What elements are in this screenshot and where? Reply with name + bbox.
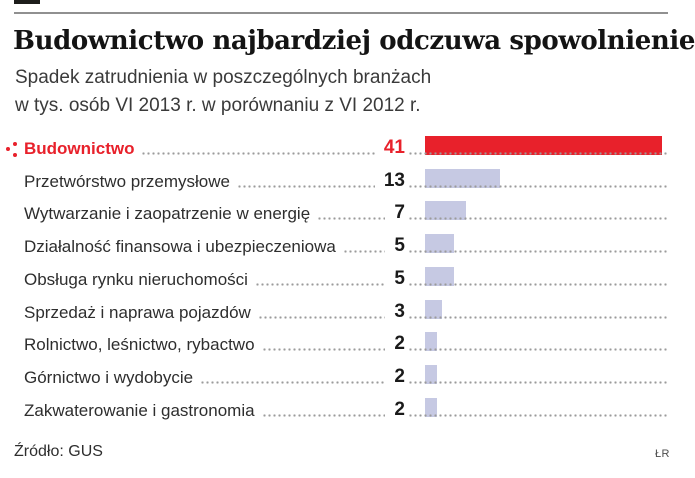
row-bar-section [405,230,668,263]
row-bar-section [405,263,668,296]
dot-leader [236,184,375,188]
category-label: Zakwaterowanie i gastronomia [24,400,255,420]
row-bar-section [405,296,668,329]
dot-leader [200,381,386,384]
value-label: 5 [394,267,405,289]
value-label: 13 [383,169,405,191]
chart-row: Obsługa rynku nieruchomości 5 [0,263,695,296]
chart-row: Zakwaterowanie i gastronomia 2 [0,394,695,427]
bar [425,365,437,384]
top-divider [14,12,668,14]
category-label: Przetwórstwo przemysłowe [24,171,230,191]
row-left-section: Górnictwo i wydobycie 2 [0,366,405,388]
bar [425,397,437,417]
dot-leader-line [408,250,668,253]
chart-row: Przetwórstwo przemysłowe 13 [0,165,695,198]
row-left-section: Działalność finansowa i ubezpieczeniowa 5 [0,235,405,257]
row-bar-section [405,198,668,231]
dot-leader [141,151,375,155]
category-label: Sprzedaż i naprawa pojazdów [24,302,251,322]
source-note: Źródło: GUS [14,443,103,460]
category-label: Budownictwo [24,138,135,158]
row-bar-section [405,329,668,362]
dot-leader [257,315,386,319]
value-label: 2 [394,398,405,420]
bar [425,332,437,352]
category-label: Obsługa rynku nieruchomości [24,269,248,289]
dot-leader-line [408,315,668,319]
dot-leader-line [408,151,668,155]
category-label: Górnictwo i wydobycie [24,368,194,387]
chart-row: Rolnictwo, leśnictwo, rybactwo 2 [0,329,695,362]
value-label: 2 [394,333,405,355]
corner-tab [14,0,40,4]
dot-leader-line [408,381,668,384]
chart-row: Wytwarzanie i zaopatrzenie w energię 7 [0,198,695,231]
dot-leader-line [408,184,668,188]
dot-leader [317,217,386,221]
dot-leader [342,250,386,253]
row-left-section: Przetwórstwo przemysłowe 13 [0,169,405,191]
dot-leader [254,282,386,286]
subtitle-line-1: Spadek zatrudnienia w poszczególnych bra… [15,67,432,88]
value-label: 5 [394,235,405,256]
dot-leader [261,348,386,352]
row-bar-section [405,165,668,198]
row-bar-section [405,361,668,394]
category-label: Wytwarzanie i zaopatrzenie w energię [24,204,311,224]
dot-leader-line [408,217,668,221]
category-label: Rolnictwo, leśnictwo, rybactwo [24,335,255,355]
chart-subtitle: Spadek zatrudnienia w poszczególnych bra… [15,64,575,120]
chart-row: Działalność finansowa i ubezpieczeniowa 5 [0,230,695,263]
row-bar-section [405,132,668,165]
page-title: Budownictwo najbardziej odczuwa spowolni… [13,26,695,56]
dot-leader-line [408,413,668,417]
bar [425,299,443,319]
dot-leader [261,413,386,417]
bar [425,135,662,155]
chart-row: Sprzedaż i naprawa pojazdów 3 [0,296,695,329]
value-label: 2 [394,366,405,387]
value-label: 7 [394,202,405,224]
author-initials: ŁR [654,448,670,460]
value-label: 3 [394,300,405,322]
chart-row: Górnictwo i wydobycie 2 [0,361,695,394]
row-left-section: Rolnictwo, leśnictwo, rybactwo 2 [0,333,405,355]
bar [425,168,501,188]
dot-leader-line [408,282,668,286]
row-bar-section [405,394,668,427]
row-left-section: Budownictwo 41 [0,136,405,158]
row-left-section: Wytwarzanie i zaopatrzenie w energię 7 [0,202,405,224]
value-label: 41 [383,136,405,158]
row-left-section: Zakwaterowanie i gastronomia 2 [0,398,405,420]
bar-chart: Budownictwo 41 Przetwórstwo przemysłowe 13 W… [0,132,695,427]
highlight-marker-icon [6,141,17,157]
dot-leader-line [408,348,668,352]
row-left-section: Obsługa rynku nieruchomości 5 [0,267,405,289]
category-label: Działalność finansowa i ubezpieczeniowa [24,237,336,256]
marker-dot [6,146,10,151]
bar [425,234,454,253]
marker-dot [13,152,17,157]
row-left-section: Sprzedaż i naprawa pojazdów 3 [0,300,405,322]
bar [425,201,466,221]
chart-row: Budownictwo 41 [0,132,695,165]
bar [425,266,454,286]
subtitle-line-2: w tys. osób VI 2013 r. w porównaniu z VI… [15,95,421,116]
marker-dot [13,141,17,146]
